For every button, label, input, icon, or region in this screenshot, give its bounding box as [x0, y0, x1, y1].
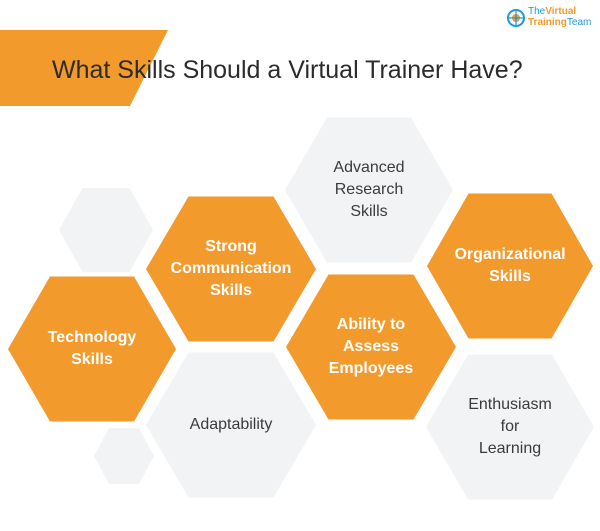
decorative-hexagon: [94, 428, 154, 484]
logo-the: The: [528, 6, 546, 17]
skill-hexagon-assess: [286, 274, 456, 420]
logo-text-line2: TrainingTeam: [528, 17, 591, 28]
brand-logo: TheVirtual TrainingTeam: [506, 5, 596, 31]
skill-hexagon-communication: [146, 196, 316, 342]
skill-label-organizational: Organizational Skills: [454, 246, 566, 285]
skill-hexagon-organizational: [427, 193, 593, 339]
globe-icon: [507, 9, 525, 27]
skill-hexagon-technology: [8, 276, 176, 422]
logo-team: Team: [566, 17, 592, 28]
skill-hexagon-enthusiasm: [426, 354, 594, 500]
skill-label-adaptability: Adaptability: [189, 416, 273, 433]
skill-hexagon-adaptability: [146, 352, 316, 498]
skill-label-technology: Technology Skills: [47, 329, 137, 368]
logo-virtual: Virtual: [545, 6, 577, 17]
skill-hexagon-research: [285, 117, 453, 263]
skill-label-research: Advanced Research Skills: [333, 159, 405, 220]
skill-label-communication: Strong Communication Skills: [170, 238, 292, 299]
decorative-hexagon: [59, 188, 153, 272]
page-title: What Skills Should a Virtual Trainer Hav…: [52, 56, 523, 84]
title-banner: [0, 30, 168, 106]
skill-label-enthusiasm: Enthusiasm for Learning: [468, 396, 552, 457]
logo-training: Training: [528, 17, 567, 28]
skill-label-assess: Ability to Assess Employees: [328, 316, 414, 377]
logo-text-line1: TheVirtual: [528, 6, 576, 17]
